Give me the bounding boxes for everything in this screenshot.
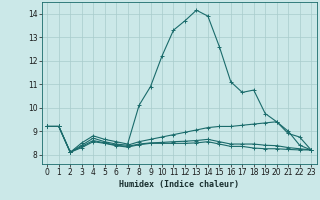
X-axis label: Humidex (Indice chaleur): Humidex (Indice chaleur) (119, 180, 239, 189)
